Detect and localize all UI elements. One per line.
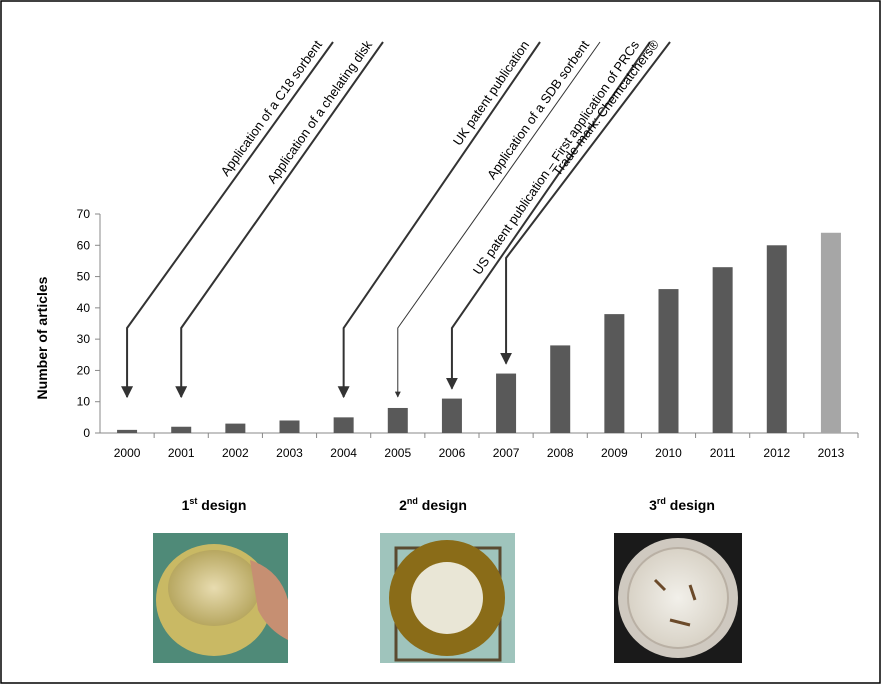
bar <box>658 289 679 433</box>
design-number: 2 <box>399 497 407 513</box>
annotation-line <box>121 41 334 399</box>
x-tick-label: 2004 <box>330 446 357 460</box>
y-tick-label: 50 <box>77 270 91 284</box>
x-tick-label: 2006 <box>439 446 466 460</box>
y-tick-label: 10 <box>77 395 91 409</box>
y-tick-label: 40 <box>77 301 91 315</box>
design-number: 1 <box>182 497 190 513</box>
bar <box>387 407 408 433</box>
design-sup: rd <box>657 496 666 506</box>
annotation-line <box>445 41 651 390</box>
design-title: 1st design <box>182 496 247 513</box>
x-tick-label: 2012 <box>763 446 790 460</box>
design-title: 2nd design <box>399 496 467 513</box>
design-text: design <box>201 497 246 513</box>
bar <box>550 345 571 433</box>
x-tick-label: 2013 <box>818 446 845 460</box>
x-tick-label: 2002 <box>222 446 249 460</box>
x-tick-label: 2005 <box>384 446 411 460</box>
photo-3 <box>614 533 742 663</box>
photo-2 <box>380 533 515 663</box>
annotation-line <box>337 41 541 399</box>
bar <box>171 426 192 433</box>
y-tick-label: 30 <box>77 332 91 346</box>
design-sup: st <box>189 496 197 506</box>
bar <box>225 423 246 433</box>
bar <box>766 245 787 433</box>
y-axis-label: Number of articles <box>34 276 50 399</box>
x-tick-label: 2009 <box>601 446 628 460</box>
bar <box>604 314 625 433</box>
annotation-line <box>394 41 601 398</box>
x-tick-label: 2008 <box>547 446 574 460</box>
y-tick-label: 60 <box>77 238 91 252</box>
y-tick-label: 20 <box>77 363 91 377</box>
bar <box>441 398 462 433</box>
x-tick-label: 2000 <box>114 446 141 460</box>
design-number: 3 <box>649 497 657 513</box>
bar <box>117 429 138 433</box>
x-tick-label: 2007 <box>493 446 520 460</box>
bar <box>333 417 354 433</box>
design-text: design <box>670 497 715 513</box>
design-sup: nd <box>407 496 418 506</box>
y-tick-label: 0 <box>83 426 90 440</box>
annotation-line <box>500 41 671 365</box>
bar <box>712 267 733 433</box>
design-title: 3rd design <box>649 496 715 513</box>
design-text: design <box>422 497 467 513</box>
bar <box>820 232 841 433</box>
x-tick-label: 2001 <box>168 446 195 460</box>
x-tick-label: 2010 <box>655 446 682 460</box>
x-tick-label: 2011 <box>710 446 736 460</box>
bar <box>496 373 517 433</box>
x-tick-label: 2003 <box>276 446 303 460</box>
bar <box>279 420 300 433</box>
photo-1 <box>153 533 288 663</box>
annotation-line <box>175 41 384 399</box>
y-tick-label: 70 <box>77 207 91 221</box>
